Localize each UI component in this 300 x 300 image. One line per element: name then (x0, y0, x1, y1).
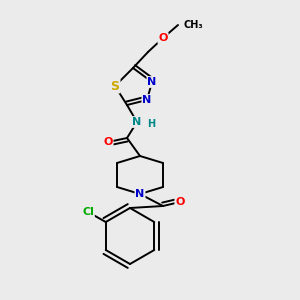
Text: O: O (175, 197, 185, 207)
Text: O: O (103, 137, 113, 147)
Text: Cl: Cl (82, 207, 94, 217)
Text: H: H (147, 119, 155, 129)
Text: N: N (147, 77, 157, 87)
Text: S: S (110, 80, 119, 92)
Text: O: O (158, 33, 168, 43)
Text: N: N (142, 95, 152, 105)
Text: N: N (135, 189, 145, 199)
Text: CH₃: CH₃ (184, 20, 204, 30)
Text: N: N (132, 117, 142, 127)
